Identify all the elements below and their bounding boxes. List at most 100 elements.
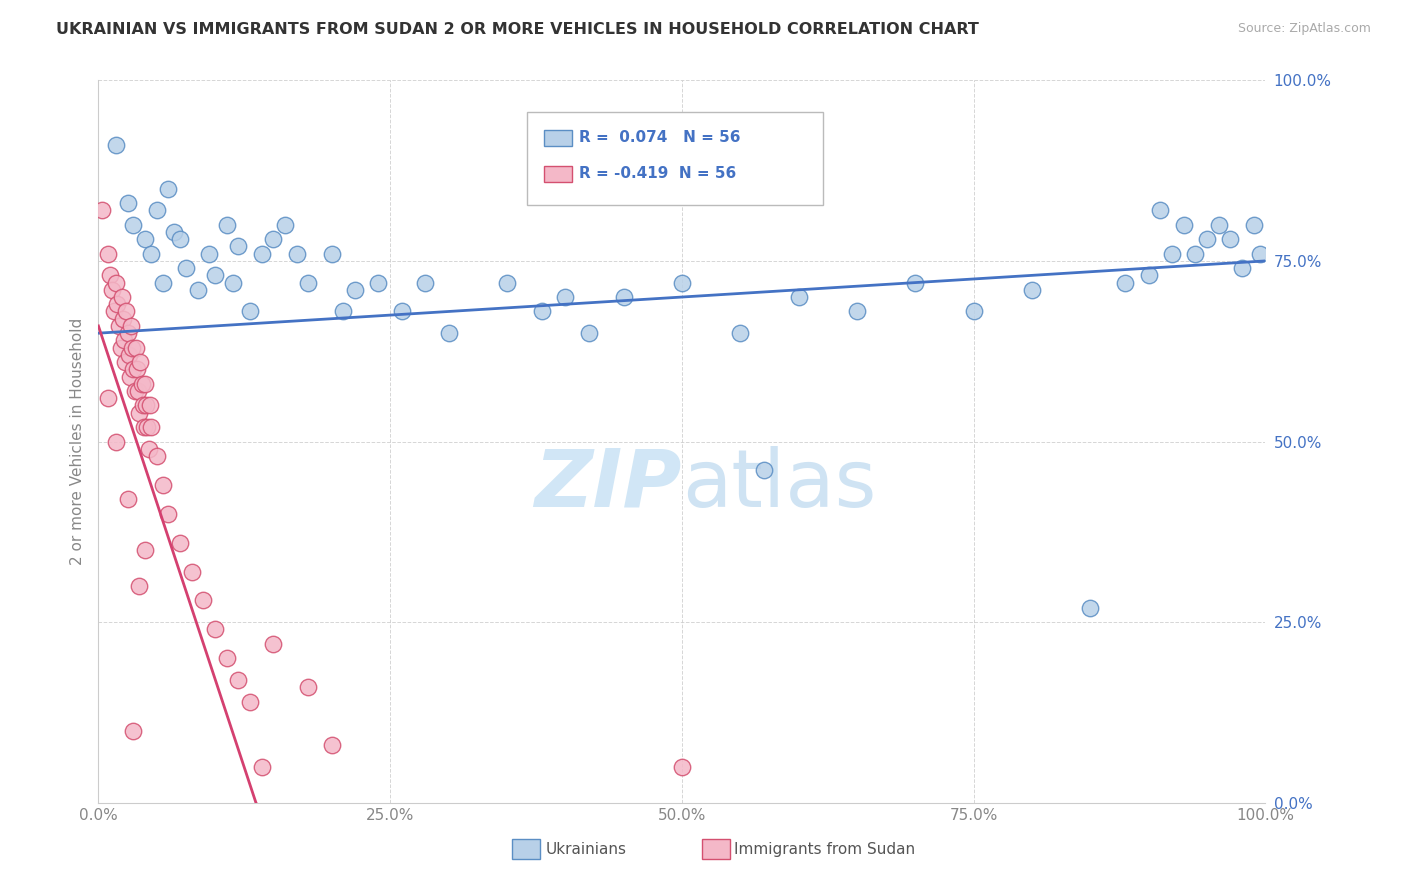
Point [1230,261,1253,276]
Point [321,246,343,260]
Point [671,760,693,774]
Point [146,203,169,218]
Point [122,362,145,376]
Point [122,723,145,738]
Point [169,535,191,549]
Text: Ukrainians: Ukrainians [546,842,627,856]
Point [110,341,132,355]
Point [134,232,156,246]
Point [204,268,226,283]
Point [228,673,250,687]
Point [285,246,308,260]
Point [157,182,180,196]
Point [152,276,174,290]
Point [111,290,134,304]
Point [193,593,215,607]
Point [904,276,927,290]
Text: Immigrants from Sudan: Immigrants from Sudan [734,842,915,856]
Point [134,542,156,557]
Point [215,651,238,665]
Point [221,276,243,290]
Point [1249,246,1271,260]
Point [131,376,153,391]
Point [104,138,127,153]
Point [1137,268,1160,283]
Point [1021,283,1043,297]
Point [1173,218,1195,232]
Point [297,276,319,290]
Point [152,478,174,492]
Point [139,420,162,434]
Point [1080,600,1102,615]
Point [752,463,775,477]
Point [121,341,143,355]
Point [671,276,693,290]
Point [198,246,221,260]
Point [204,623,226,637]
Point [163,225,186,239]
Point [128,406,150,420]
Text: R = -0.419  N = 56: R = -0.419 N = 56 [579,166,737,180]
Point [104,434,127,449]
Point [215,218,238,232]
Point [612,290,634,304]
Point [413,276,436,290]
Point [97,391,120,405]
Point [101,283,124,297]
Point [367,276,389,290]
Point [1149,203,1171,218]
Point [124,384,146,398]
Point [117,196,139,211]
Point [730,326,752,341]
Point [496,276,519,290]
Point [134,376,156,391]
Point [132,420,155,434]
Point [98,268,121,283]
Point [554,290,576,304]
Point [118,369,141,384]
Point [138,442,160,456]
Point [846,304,869,318]
Point [344,283,367,297]
Point [332,304,354,318]
Point [135,398,157,412]
Point [962,304,984,318]
Point [132,398,155,412]
Point [125,362,148,376]
Point [125,341,148,355]
Point [250,246,273,260]
Point [187,283,209,297]
Point [530,304,553,318]
Point [391,304,413,318]
Point [262,232,284,246]
Point [146,449,169,463]
Point [111,311,134,326]
Point [122,218,145,232]
Point [1219,232,1241,246]
Text: atlas: atlas [682,446,876,524]
Point [274,218,297,232]
Point [250,760,273,774]
Point [180,565,202,579]
Point [108,318,131,333]
Point [90,203,112,218]
Text: R =  0.074   N = 56: R = 0.074 N = 56 [579,130,741,145]
Point [112,334,135,348]
Point [1114,276,1136,290]
Point [437,326,460,341]
Point [169,232,191,246]
Point [174,261,197,276]
Point [1197,232,1219,246]
Point [1161,246,1184,260]
Point [1208,218,1230,232]
Point [117,492,139,507]
Point [120,318,142,333]
Point [129,355,152,369]
Point [128,579,150,593]
Text: UKRAINIAN VS IMMIGRANTS FROM SUDAN 2 OR MORE VEHICLES IN HOUSEHOLD CORRELATION C: UKRAINIAN VS IMMIGRANTS FROM SUDAN 2 OR … [56,22,979,37]
Text: Source: ZipAtlas.com: Source: ZipAtlas.com [1237,22,1371,36]
Point [262,637,284,651]
Point [127,384,149,398]
Point [104,276,127,290]
Point [157,507,180,521]
